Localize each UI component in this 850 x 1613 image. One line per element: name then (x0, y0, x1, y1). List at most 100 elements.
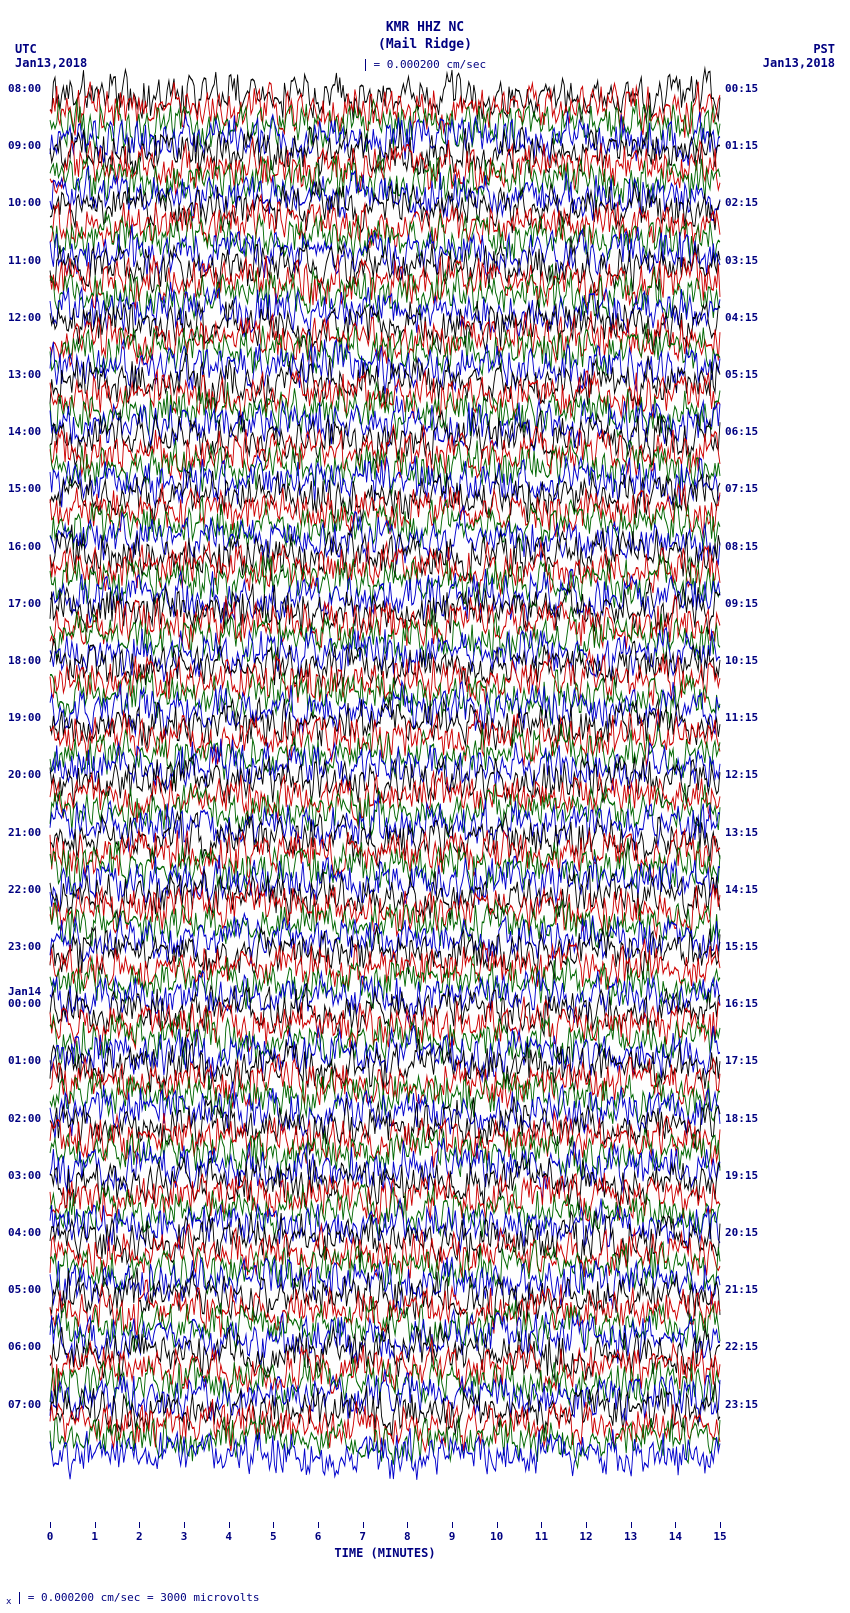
x-tick-label: 12 (579, 1530, 592, 1543)
utc-time-label: 02:00 (8, 1112, 41, 1125)
station-code: KMR HHZ NC (0, 20, 850, 37)
utc-time-label: 03:00 (8, 1169, 41, 1182)
utc-time-label: 08:00 (8, 82, 41, 95)
pst-time-label: 19:15 (725, 1169, 758, 1182)
pst-time-label: 01:15 (725, 139, 758, 152)
x-tick-label: 6 (315, 1530, 322, 1543)
seismogram-plot (50, 88, 720, 1518)
utc-time-label: 10:00 (8, 196, 41, 209)
footer-scale-label: = 0.000200 cm/sec = 3000 microvolts (28, 1591, 260, 1604)
tz-right-label: PST (763, 42, 835, 56)
x-tick-label: 3 (181, 1530, 188, 1543)
x-tick-mark (631, 1522, 632, 1528)
x-tick-mark (452, 1522, 453, 1528)
x-tick-mark (273, 1522, 274, 1528)
utc-time-label: 14:00 (8, 425, 41, 438)
tz-right-date: Jan13,2018 (763, 56, 835, 70)
x-tick-mark (50, 1522, 51, 1528)
utc-time-label: 06:00 (8, 1340, 41, 1353)
x-tick-mark (675, 1522, 676, 1528)
pst-time-label: 09:15 (725, 597, 758, 610)
x-tick-label: 5 (270, 1530, 277, 1543)
pst-time-label: 02:15 (725, 196, 758, 209)
pst-time-label: 07:15 (725, 482, 758, 495)
pst-time-label: 15:15 (725, 940, 758, 953)
pst-time-label: 08:15 (725, 540, 758, 553)
scale-bar-icon (365, 59, 366, 71)
tz-left-label: UTC (15, 42, 87, 56)
x-tick-mark (541, 1522, 542, 1528)
x-tick-mark (95, 1522, 96, 1528)
pst-time-label: 00:15 (725, 82, 758, 95)
pst-time-label: 20:15 (725, 1226, 758, 1239)
x-tick-label: 9 (449, 1530, 456, 1543)
utc-time-label: 13:00 (8, 368, 41, 381)
utc-time-label: 22:00 (8, 883, 41, 896)
pst-time-label: 10:15 (725, 654, 758, 667)
x-tick-mark (318, 1522, 319, 1528)
header: KMR HHZ NC (Mail Ridge) = 0.000200 cm/se… (0, 20, 850, 71)
x-tick-label: 2 (136, 1530, 143, 1543)
x-tick-mark (497, 1522, 498, 1528)
x-tick-label: 8 (404, 1530, 411, 1543)
scale-bar-icon (19, 1592, 20, 1604)
pst-time-label: 14:15 (725, 883, 758, 896)
x-tick-mark (229, 1522, 230, 1528)
pst-time-label: 06:15 (725, 425, 758, 438)
pst-time-label: 04:15 (725, 311, 758, 324)
x-tick-label: 10 (490, 1530, 503, 1543)
utc-time-label: 19:00 (8, 711, 41, 724)
x-axis: TIME (MINUTES) 0123456789101112131415 (50, 1528, 720, 1568)
utc-time-label: 09:00 (8, 139, 41, 152)
x-tick-mark (720, 1522, 721, 1528)
pst-time-label: 12:15 (725, 768, 758, 781)
utc-time-label: 20:00 (8, 768, 41, 781)
utc-time-label: 15:00 (8, 482, 41, 495)
utc-time-label: 12:00 (8, 311, 41, 324)
utc-time-label: 04:00 (8, 1226, 41, 1239)
utc-time-label: 23:00 (8, 940, 41, 953)
scale-top-label: = 0.000200 cm/sec (374, 58, 487, 71)
pst-time-label: 23:15 (725, 1398, 758, 1411)
station-name: (Mail Ridge) (0, 37, 850, 54)
trace-row (50, 1447, 720, 1461)
pst-time-label: 16:15 (725, 997, 758, 1010)
utc-time-label: 00:00 (8, 997, 41, 1010)
timezone-left: UTC Jan13,2018 (15, 42, 87, 70)
x-axis-title: TIME (MINUTES) (50, 1546, 720, 1560)
x-tick-mark (184, 1522, 185, 1528)
utc-time-label: 21:00 (8, 826, 41, 839)
pst-time-label: 18:15 (725, 1112, 758, 1125)
footer-scale: x = 0.000200 cm/sec = 3000 microvolts (6, 1591, 260, 1607)
x-tick-label: 4 (225, 1530, 232, 1543)
utc-time-label: 05:00 (8, 1283, 41, 1296)
pst-time-label: 13:15 (725, 826, 758, 839)
x-tick-label: 15 (713, 1530, 726, 1543)
utc-time-label: 18:00 (8, 654, 41, 667)
helicorder-container: KMR HHZ NC (Mail Ridge) = 0.000200 cm/se… (0, 0, 850, 1613)
utc-time-label: 01:00 (8, 1054, 41, 1067)
x-tick-label: 1 (91, 1530, 98, 1543)
x-tick-label: 11 (535, 1530, 548, 1543)
pst-time-label: 22:15 (725, 1340, 758, 1353)
x-tick-mark (139, 1522, 140, 1528)
utc-time-label: 16:00 (8, 540, 41, 553)
x-tick-label: 14 (669, 1530, 682, 1543)
waveform-trace (50, 1439, 720, 1469)
x-tick-label: 0 (47, 1530, 54, 1543)
x-tick-label: 13 (624, 1530, 637, 1543)
x-tick-mark (363, 1522, 364, 1528)
utc-time-label: 17:00 (8, 597, 41, 610)
utc-time-label: 11:00 (8, 254, 41, 267)
pst-time-label: 03:15 (725, 254, 758, 267)
pst-time-label: 21:15 (725, 1283, 758, 1296)
x-tick-mark (407, 1522, 408, 1528)
tz-left-date: Jan13,2018 (15, 56, 87, 70)
pst-time-label: 17:15 (725, 1054, 758, 1067)
pst-time-label: 11:15 (725, 711, 758, 724)
pst-time-label: 05:15 (725, 368, 758, 381)
utc-time-label: 07:00 (8, 1398, 41, 1411)
timezone-right: PST Jan13,2018 (763, 42, 835, 70)
x-tick-mark (586, 1522, 587, 1528)
x-tick-label: 7 (359, 1530, 366, 1543)
